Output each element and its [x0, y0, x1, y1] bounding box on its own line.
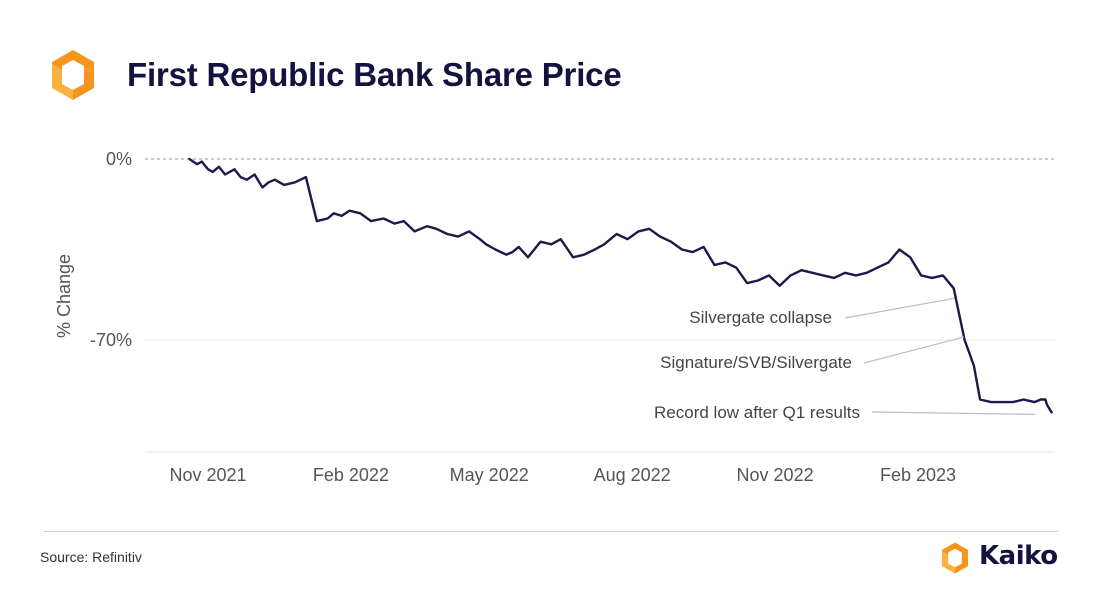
- x-tick-label: Nov 2022: [737, 465, 814, 485]
- page-title: First Republic Bank Share Price: [127, 56, 622, 93]
- annotation-label: Silvergate collapse: [689, 308, 832, 327]
- brand-mark: Kaiko: [937, 538, 1067, 578]
- x-tick-label: Feb 2022: [313, 465, 389, 485]
- x-tick-label: Aug 2022: [594, 465, 671, 485]
- source-note: Source: Refinitiv: [40, 549, 142, 565]
- x-tick-label: May 2022: [450, 465, 529, 485]
- annotation-label: Signature/SVB/Silvergate: [660, 353, 852, 372]
- footer-divider: [44, 531, 1058, 532]
- annotation-leader: [871, 411, 1035, 415]
- brand-name: Kaiko: [979, 541, 1058, 571]
- x-tick-label: Feb 2023: [880, 465, 956, 485]
- annotation-leader: [844, 297, 955, 319]
- kaiko-brand-icon: [941, 542, 969, 574]
- y-axis-label: % Change: [54, 254, 74, 338]
- share-price-line: [188, 157, 1053, 414]
- y-tick-label: 0%: [106, 149, 132, 169]
- y-tick-label: -70%: [90, 330, 132, 350]
- share-price-chart: 0% -70% Nov 2021 Feb 2022 May 2022 Aug 2022 No…: [54, 149, 1055, 485]
- annotation-label: Record low after Q1 results: [654, 403, 860, 422]
- annotation-leader: [863, 336, 965, 364]
- kaiko-logo-icon: [52, 50, 94, 100]
- x-tick-label: Nov 2021: [169, 465, 246, 485]
